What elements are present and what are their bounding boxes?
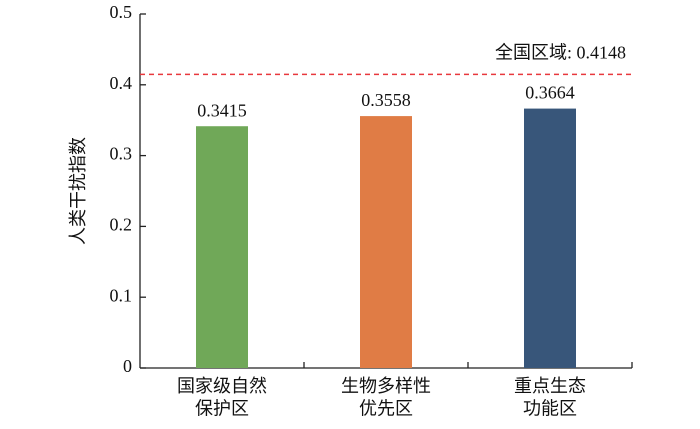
y-tick-label: 0.5: [110, 2, 133, 22]
value-label: 0.3558: [361, 90, 411, 110]
y-axis-label: 人类干扰指数: [68, 137, 88, 245]
x-tick-label: 重点生态功能区: [514, 376, 586, 419]
y-tick-label: 0.3: [110, 144, 133, 164]
x-tick-label: 生物多样性优先区: [341, 376, 431, 419]
x-tick-label: 国家级自然保护区: [177, 376, 267, 419]
bar: [360, 116, 412, 368]
value-label: 0.3415: [197, 100, 247, 120]
bar: [196, 126, 248, 368]
y-tick-label: 0: [123, 356, 132, 376]
y-tick-label: 0.4: [110, 73, 133, 93]
value-label: 0.3664: [525, 83, 575, 103]
y-tick-label: 0.2: [110, 215, 133, 235]
reference-label: 全国区域: 0.4148: [495, 42, 626, 62]
y-tick-label: 0.1: [110, 285, 133, 305]
bar: [524, 108, 576, 368]
